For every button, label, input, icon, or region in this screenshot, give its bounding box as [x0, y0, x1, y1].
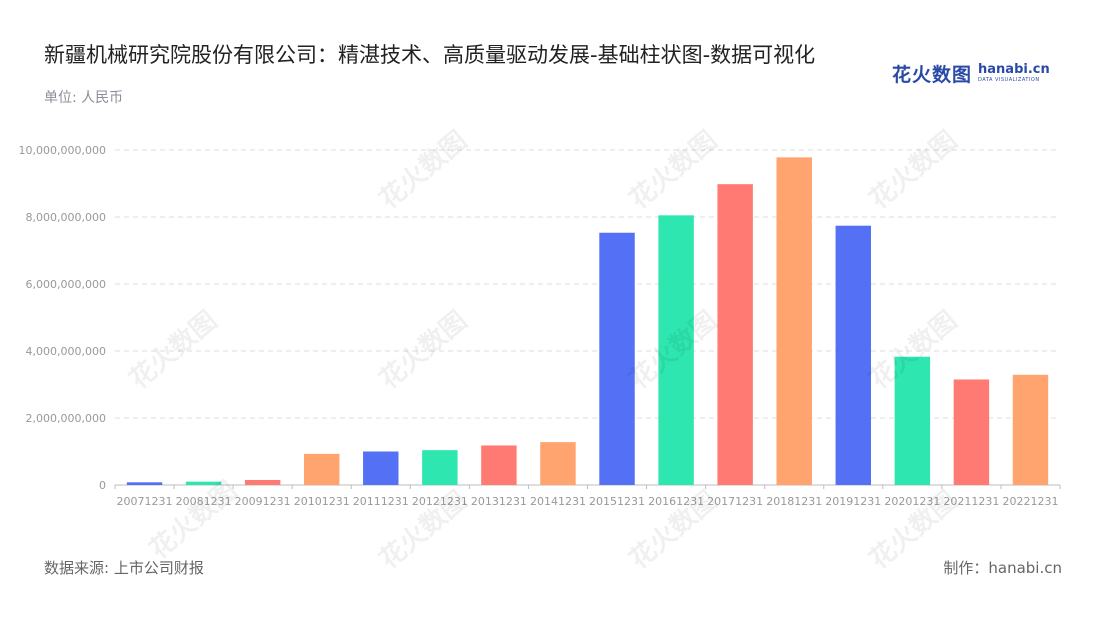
x-tick-label: 20181231	[766, 495, 822, 508]
y-tick-label: 2,000,000,000	[26, 412, 106, 425]
x-tick-label: 20161231	[648, 495, 704, 508]
x-tick-label: 20211231	[943, 495, 999, 508]
bar	[599, 232, 635, 485]
x-tick-label: 20221231	[1002, 495, 1058, 508]
x-tick-label: 20101231	[294, 495, 350, 508]
logo-en-text: hanabi.cn	[978, 62, 1050, 77]
x-tick-label: 20131231	[471, 495, 527, 508]
bar	[1012, 374, 1049, 485]
brand-logo: 花火数图 hanabi.cn DATA VISUALIZATION	[892, 60, 1050, 86]
x-tick-label: 20191231	[825, 495, 881, 508]
bar	[185, 481, 222, 485]
bar	[481, 445, 517, 485]
bar	[835, 225, 871, 485]
y-tick-label: 4,000,000,000	[26, 345, 106, 358]
bar	[244, 479, 281, 485]
y-tick-label: 6,000,000,000	[26, 278, 106, 291]
bar	[776, 157, 812, 485]
x-tick-label: 20171231	[707, 495, 763, 508]
y-tick-label: 8,000,000,000	[26, 211, 106, 224]
y-tick-label: 10,000,000,000	[19, 144, 106, 157]
bar	[717, 184, 753, 486]
x-tick-label: 20091231	[235, 495, 291, 508]
bar	[540, 442, 576, 485]
y-tick-label: 0	[99, 479, 106, 492]
x-tick-label: 20111231	[353, 495, 409, 508]
maker-credit: 制作：hanabi.cn	[943, 559, 1062, 577]
x-tick-label: 20081231	[176, 495, 232, 508]
x-tick-label: 20141231	[530, 495, 586, 508]
bar	[304, 453, 340, 485]
x-tick-label: 20201231	[884, 495, 940, 508]
bar	[894, 356, 931, 485]
data-source: 数据来源: 上市公司财报	[44, 559, 204, 577]
unit-label: 单位: 人民币	[44, 90, 124, 106]
bar	[126, 482, 163, 485]
logo-cn-text: 花火数图	[892, 63, 973, 86]
x-tick-label: 20121231	[412, 495, 468, 508]
bar	[363, 451, 399, 485]
logo-en-block: hanabi.cn DATA VISUALIZATION	[978, 63, 1050, 83]
bar	[422, 450, 458, 485]
logo-en-sub: DATA VISUALIZATION	[978, 77, 1040, 83]
bar	[658, 215, 694, 485]
x-tick-label: 20071231	[117, 495, 173, 508]
bar	[953, 379, 990, 485]
x-tick-label: 20151231	[589, 495, 645, 508]
chart-title: 新疆机械研究院股份有限公司：精湛技术、高质量驱动发展-基础柱状图-数据可视化	[44, 43, 816, 67]
